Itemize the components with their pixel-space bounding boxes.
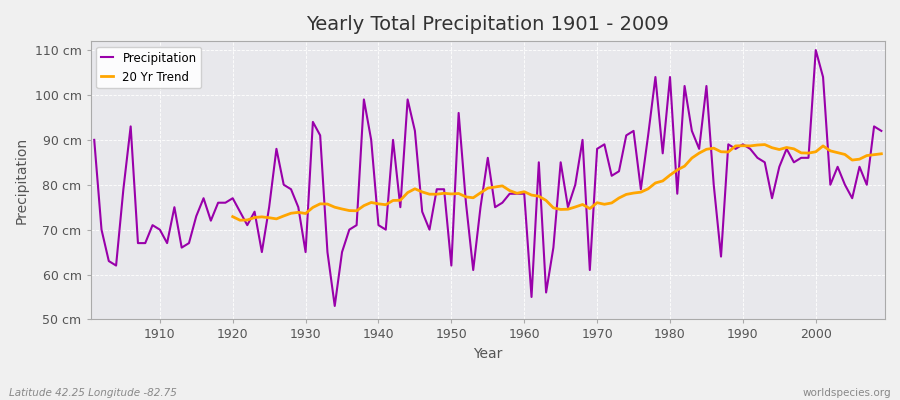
20 Yr Trend <box>607 200 617 205</box>
Line: 20 Yr Trend: 20 Yr Trend <box>233 144 881 220</box>
Precipitation <box>614 169 625 174</box>
20 Yr Trend <box>511 191 522 196</box>
Precipitation <box>308 120 319 124</box>
Legend: Precipitation, 20 Yr Trend: Precipitation, 20 Yr Trend <box>96 47 202 88</box>
20 Yr Trend <box>308 205 319 210</box>
Precipitation <box>518 191 529 196</box>
Precipitation <box>358 97 369 102</box>
X-axis label: Year: Year <box>473 347 502 361</box>
Title: Yearly Total Precipitation 1901 - 2009: Yearly Total Precipitation 1901 - 2009 <box>306 15 670 34</box>
Precipitation <box>147 223 158 228</box>
Precipitation <box>810 48 821 52</box>
Precipitation <box>526 294 537 299</box>
Y-axis label: Precipitation: Precipitation <box>15 137 29 224</box>
Text: worldspecies.org: worldspecies.org <box>803 388 891 398</box>
Precipitation <box>876 128 886 133</box>
Line: Precipitation: Precipitation <box>94 50 881 306</box>
Precipitation <box>329 304 340 308</box>
20 Yr Trend <box>876 151 886 156</box>
Text: Latitude 42.25 Longitude -82.75: Latitude 42.25 Longitude -82.75 <box>9 388 177 398</box>
Precipitation <box>89 138 100 142</box>
20 Yr Trend <box>351 208 362 213</box>
20 Yr Trend <box>518 189 529 194</box>
